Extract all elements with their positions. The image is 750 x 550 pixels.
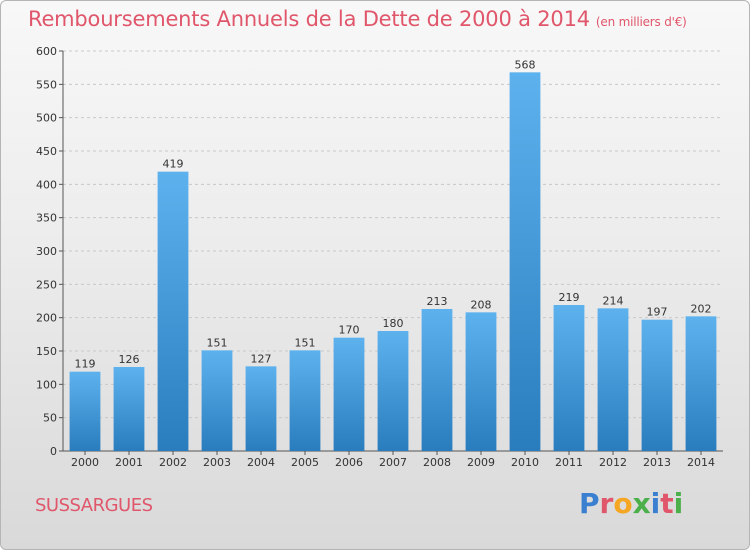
y-tick-label: 0: [50, 445, 57, 458]
y-tick-label: 350: [36, 212, 57, 225]
x-tick-label: 2008: [423, 456, 451, 469]
logo-letter: P: [579, 487, 600, 520]
x-tick-label: 2011: [555, 456, 583, 469]
bar: [641, 319, 673, 451]
x-tick-label: 2004: [247, 456, 275, 469]
bars: [69, 72, 717, 451]
bar: [245, 366, 277, 451]
x-tick-label: 2014: [687, 456, 715, 469]
x-tick-label: 2012: [599, 456, 627, 469]
data-label: 151: [207, 336, 228, 349]
data-label: 127: [251, 352, 272, 365]
data-label: 419: [163, 158, 184, 171]
data-label: 219: [559, 291, 580, 304]
bar: [553, 305, 585, 451]
data-label: 126: [119, 353, 140, 366]
bar: [69, 371, 101, 451]
data-label: 208: [471, 298, 492, 311]
logo-letter: t: [660, 487, 674, 520]
logo-letter: r: [599, 487, 614, 520]
y-tick-label: 300: [36, 245, 57, 258]
data-label: 202: [691, 302, 712, 315]
x-tick-label: 2009: [467, 456, 495, 469]
x-tick-label: 2001: [115, 456, 143, 469]
bar: [201, 350, 233, 451]
x-tick-label: 2013: [643, 456, 671, 469]
chart-title-text: Remboursements Annuels de la Dette de 20…: [28, 7, 590, 31]
bar: [157, 171, 189, 451]
y-tick-label: 500: [36, 112, 57, 125]
y-tick-label: 200: [36, 312, 57, 325]
data-label: 119: [75, 358, 96, 371]
y-tick-label: 450: [36, 145, 57, 158]
x-tick-label: 2010: [511, 456, 539, 469]
x-tick-label: 2003: [203, 456, 231, 469]
y-tick-label: 550: [36, 78, 57, 91]
bar: [597, 308, 629, 451]
logo-letter: o: [613, 487, 633, 520]
data-label: 197: [647, 306, 668, 319]
y-tick-labels: 0 50 100 150 200 250 300 350 400 450 500 550 600: [36, 45, 57, 458]
data-label: 213: [427, 295, 448, 308]
commune-name: SUSSARGUES: [35, 495, 153, 516]
data-label: 170: [339, 324, 360, 337]
bar: [685, 316, 717, 451]
x-tick-labels: 2000 2001 2002 2003 2004 2005 2006 2007 2008 2009…: [71, 451, 715, 469]
bar: [289, 350, 321, 451]
chart-title: Remboursements Annuels de la Dette de 20…: [28, 7, 687, 31]
bar: [377, 331, 409, 451]
data-label: 568: [515, 58, 536, 71]
value-labels: 119 126 419 151 127 151 170 180 213 208 568 219 214 1…: [75, 58, 712, 370]
y-tick-label: 100: [36, 378, 57, 391]
bar: [465, 312, 497, 451]
y-tick-label: 400: [36, 178, 57, 191]
data-label: 151: [295, 336, 316, 349]
bar: [421, 309, 453, 451]
x-tick-label: 2005: [291, 456, 319, 469]
y-tick-label: 150: [36, 345, 57, 358]
bar: [113, 367, 145, 451]
x-tick-label: 2002: [159, 456, 187, 469]
logo-letter: x: [632, 487, 651, 520]
logo-letter: i: [673, 487, 684, 520]
bar: [333, 337, 365, 451]
data-label: 180: [383, 317, 404, 330]
proxiti-logo[interactable]: Proxiti: [579, 487, 683, 520]
chart-subtitle: (en milliers d'€): [595, 15, 687, 29]
x-tick-label: 2000: [71, 456, 99, 469]
data-label: 214: [603, 294, 624, 307]
bar: [509, 72, 541, 451]
x-tick-label: 2006: [335, 456, 363, 469]
y-tick-label: 50: [43, 412, 57, 425]
y-tick-label: 250: [36, 278, 57, 291]
x-tick-label: 2007: [379, 456, 407, 469]
y-tick-label: 600: [36, 45, 57, 58]
logo-letter: i: [650, 487, 661, 520]
